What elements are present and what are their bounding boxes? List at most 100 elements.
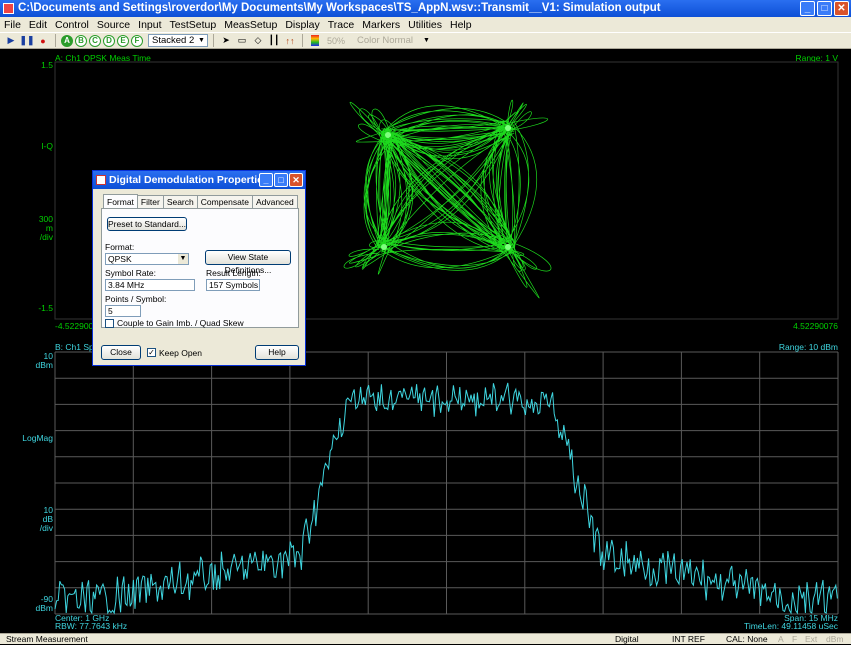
trace-a-range: Range: 1 V [795,53,838,63]
dialog-icon [96,175,106,185]
format-select[interactable]: QPSK ▼ [105,253,189,265]
trace-a-x-right: 4.52290076 [793,321,838,331]
dialog-help-button[interactable]: Help [255,345,299,360]
trace-a-scale-value: 300 [38,214,53,224]
points-per-symbol-input[interactable]: 5 [105,305,141,317]
trace-b-y-mid: LogMag [22,433,53,443]
dialog-titlebar[interactable]: Digital Demodulation Properties _ □ ✕ [93,171,305,189]
trace-b-y-top-value: 10 [43,351,53,361]
iq-trajectory-path [343,99,552,299]
result-length-label: Result Length: [206,268,261,278]
trace-b-y-bottom-value: -90 [40,594,53,604]
autoscale-icon[interactable]: ↑↑ [285,35,295,46]
menu-input[interactable]: Input [138,18,162,31]
menu-file[interactable]: File [4,18,21,31]
toolbar-separator [302,34,303,47]
tab-compensate[interactable]: Compensate [196,195,253,208]
points-per-symbol-label: Points / Symbol: [105,294,167,304]
trace-f-button[interactable]: F [131,34,143,47]
status-left: Stream Measurement [6,634,88,644]
trace-a-scale-per: /div [39,232,53,242]
trace-a-y-mid: I-Q [41,141,53,151]
menu-testsetup[interactable]: TestSetup [169,18,217,31]
trace-b-button[interactable]: B [75,34,87,47]
menu-edit[interactable]: Edit [28,18,48,31]
tab-search[interactable]: Search [162,195,198,208]
chevron-down-icon: ▼ [178,254,188,264]
format-label: Format: [105,242,135,252]
tab-filter[interactable]: Filter [136,195,164,208]
status-cal: CAL: None [726,634,768,644]
color-palette-icon[interactable] [308,34,322,47]
trace-b-y-top: 10 dBm [36,352,53,370]
dialog-close-icon[interactable]: ✕ [289,173,303,187]
trace-b-y-bottom: -90 dBm [36,595,53,613]
result-length-input[interactable]: 157 Symbols [206,279,260,291]
zoom-box-icon[interactable]: ▭ [237,35,247,45]
menu-bar: File Edit Control Source Input TestSetup… [0,17,851,32]
menu-trace[interactable]: Trace [327,18,355,31]
chevron-down-icon: ▼ [198,37,205,44]
toolbar: ▶ ❚❚ ● A B C D E F Stacked 2 ▼ ➤ ▭ ◇ ┃┃ … [0,32,851,49]
trace-a-title: A: Ch1 QPSK Meas Time [55,53,151,63]
status-indicator-f: F [792,634,798,644]
symbol-rate-input[interactable]: 3.84 MHz [105,279,195,291]
status-ref: INT REF [672,634,705,644]
status-bar: Stream Measurement Digital INT REF CAL: … [0,633,851,644]
color-mode-select[interactable]: Color Normal ▼ [353,34,434,47]
spectrum-trace [54,382,838,615]
status-mode: Digital [615,634,639,644]
marker-diamond-icon[interactable]: ◇ [254,35,262,45]
menu-control[interactable]: Control [55,18,89,31]
status-indicator-dbm: dBm [826,634,844,644]
menu-source[interactable]: Source [96,18,131,31]
keep-open-checkbox[interactable]: ✓ [147,348,156,357]
preset-standard-button[interactable]: Preset to Standard... [107,217,187,231]
trace-c-button[interactable]: C [89,34,101,47]
opacity-value: 50% [327,35,346,46]
record-icon[interactable]: ● [40,35,46,46]
trace-d-button[interactable]: D [103,34,115,47]
trace-b-y-top-unit: dBm [35,360,53,370]
menu-meassetup[interactable]: MeasSetup [224,18,278,31]
scale-bars-icon[interactable]: ┃┃ [268,35,280,45]
app-icon [3,3,14,14]
dialog-tabs: Format Filter Search Compensate Advanced [103,194,298,208]
tab-advanced[interactable]: Advanced [251,195,298,208]
constellation-point [505,244,511,250]
format-select-value: QPSK [108,254,132,264]
view-state-definitions-button[interactable]: View State Definitions... [205,250,291,275]
pause-icon[interactable]: ❚❚ [19,35,35,45]
play-icon[interactable]: ▶ [7,35,15,45]
color-mode-value: Color Normal [357,35,413,46]
pointer-icon[interactable]: ➤ [222,35,230,45]
trace-a-scale: 300 m /div [39,215,53,242]
format-tab-panel: Preset to Standard... Format: QPSK ▼ Vie… [101,208,299,328]
trace-a-y-bottom: -1.5 [38,303,53,313]
trace-b-rbw: RBW: 77.7643 kHz [55,621,128,631]
dialog-close-button[interactable]: Close [101,345,141,360]
dialog-maximize-button[interactable]: □ [274,173,288,187]
trace-b-title: B: Ch1 Spectrum [55,342,120,352]
dialog-minimize-button[interactable]: _ [259,173,273,187]
minimize-button[interactable]: _ [800,1,815,16]
couple-gain-imb-checkbox[interactable] [105,319,114,328]
chevron-down-icon: ▼ [423,37,430,44]
close-button[interactable]: ✕ [834,1,849,16]
maximize-button[interactable]: □ [817,1,832,16]
menu-display[interactable]: Display [285,18,320,31]
menu-utilities[interactable]: Utilities [408,18,442,31]
trace-a-button[interactable]: A [61,34,73,47]
tab-format[interactable]: Format [103,194,138,208]
trace-a-scale-unit: m [45,223,53,233]
layout-select[interactable]: Stacked 2 ▼ [148,34,208,47]
trace-b-scale-unit: dB [42,514,53,524]
trace-b-range: Range: 10 dBm [778,342,838,352]
menu-markers[interactable]: Markers [362,18,401,31]
trace-e-button[interactable]: E [117,34,129,47]
menu-help[interactable]: Help [450,18,472,31]
constellation-point [381,244,387,250]
digital-demod-dialog: Digital Demodulation Properties _ □ ✕ Fo… [92,170,306,366]
window-title: C:\Documents and Settings\roverdor\My Do… [18,2,661,14]
trace-a-x-left: -4.5229008 [55,321,99,331]
